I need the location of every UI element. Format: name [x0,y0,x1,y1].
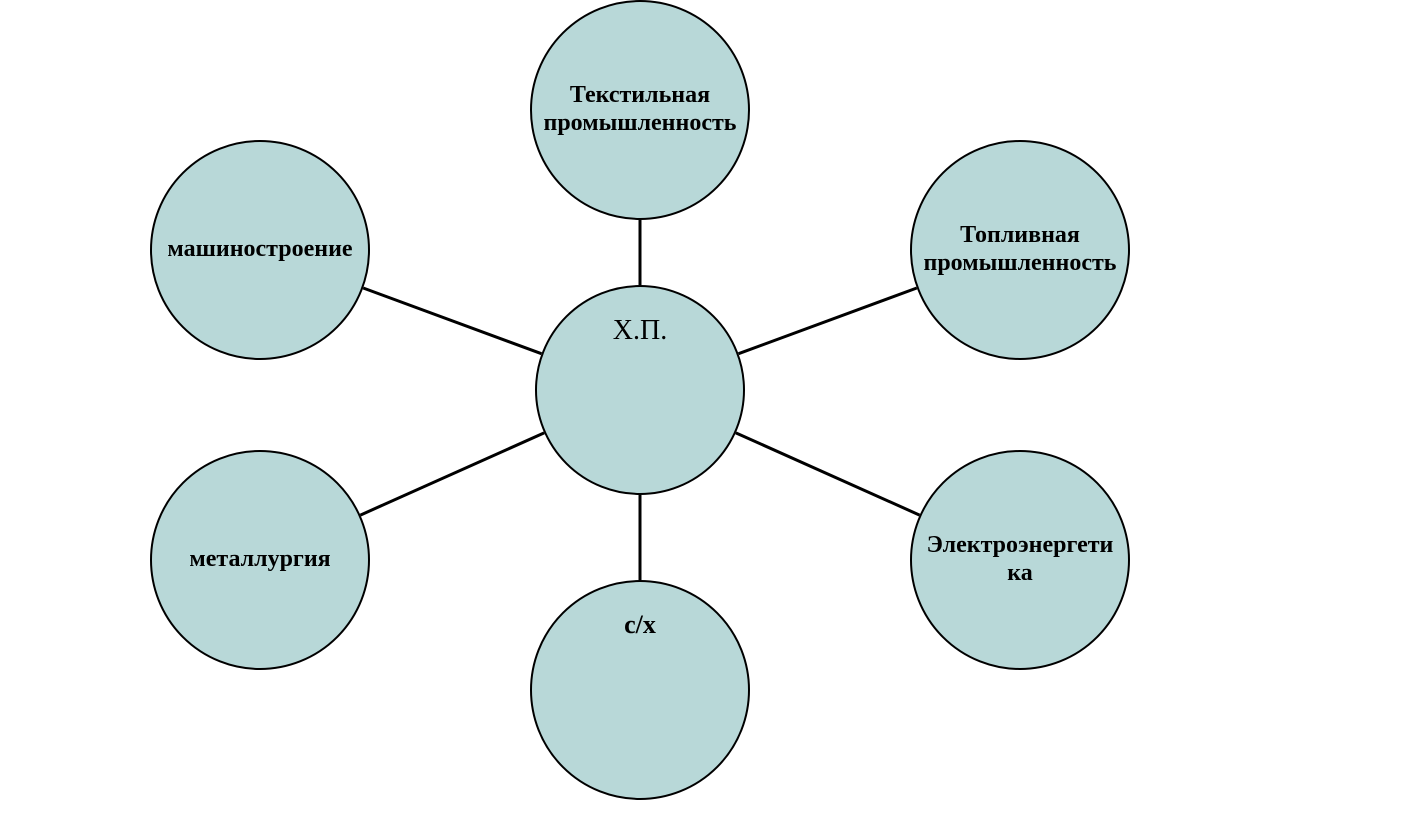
edge [736,433,920,515]
spoke-diagram: Х.П. Текстильная промышленность Топливная … [0,0,1406,817]
node-label: Электроэнергетика [922,532,1118,587]
node-power: Электроэнергетика [910,450,1130,670]
node-textile: Текстильная промышленность [530,0,750,220]
node-label: металлургия [189,546,330,574]
edge [363,288,541,354]
node-label: Х.П. [613,315,667,347]
node-label: машиностроение [167,236,352,264]
node-label: с/х [624,610,656,640]
node-fuel: Топливная промышленность [910,140,1130,360]
node-agri: с/х [530,580,750,800]
node-label: Топливная промышленность [922,222,1118,277]
node-machine: машиностроение [150,140,370,360]
center-node: Х.П. [535,285,745,495]
edge [739,288,917,354]
node-metal: металлургия [150,450,370,670]
node-label: Текстильная промышленность [542,82,738,137]
edge [360,433,544,515]
